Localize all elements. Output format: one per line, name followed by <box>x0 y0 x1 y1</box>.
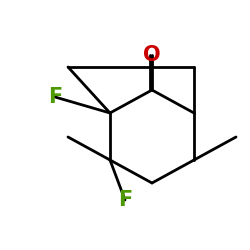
Text: F: F <box>48 87 62 107</box>
Text: O: O <box>143 45 161 65</box>
Text: F: F <box>118 190 132 210</box>
